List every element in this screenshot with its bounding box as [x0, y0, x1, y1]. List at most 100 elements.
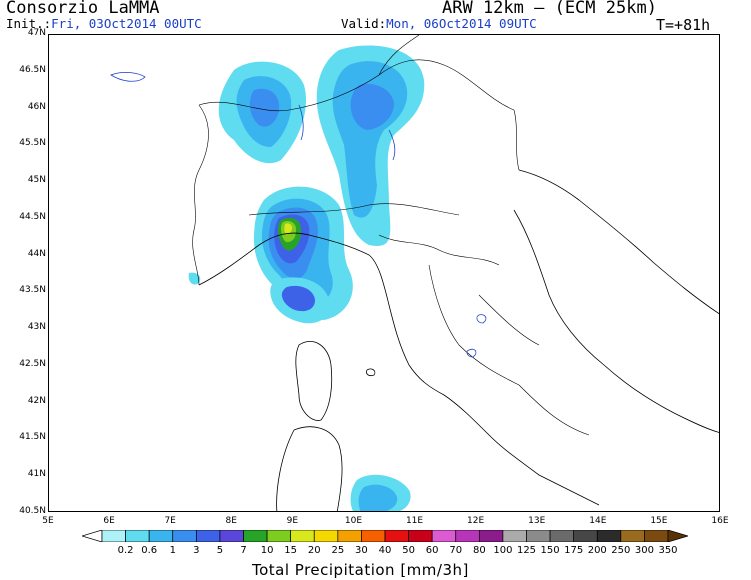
corsica [295, 340, 333, 421]
colorbar-bin [455, 530, 480, 542]
colorbar-bin [313, 530, 339, 542]
lon-label: 16E [711, 516, 729, 526]
colorbar-label: 7 [240, 545, 247, 556]
map-frame [48, 34, 720, 512]
colorbar-label: 200 [587, 545, 607, 556]
colorbar-bin [243, 530, 268, 542]
lat-label: 42.5N [19, 358, 46, 369]
precip-central-alps-core [350, 83, 394, 130]
lat-label: 45.5N [19, 138, 46, 149]
lat-label: 40.5N [19, 506, 46, 516]
colorbar-label: 125 [516, 545, 537, 556]
colorbar-label: 70 [449, 545, 463, 556]
colorbar-bin [573, 530, 598, 542]
lat-label: 42N [27, 395, 46, 406]
colorbar-bin [195, 530, 221, 542]
lon-label: 8E [225, 516, 237, 526]
colorbar-label: 80 [472, 545, 486, 556]
colorbar-bin [384, 530, 409, 542]
colorbar-bin [596, 530, 622, 542]
colorbar-label: 1 [169, 545, 176, 556]
colorbar-bin [502, 530, 527, 542]
lat-label: 41.5N [19, 432, 46, 443]
colorbar-label: 150 [540, 545, 560, 556]
lat-label: 44.5N [19, 211, 46, 222]
lat-label: 43N [27, 322, 46, 333]
france-italy-border [192, 104, 209, 286]
coastlines [198, 169, 719, 511]
colorbar-overflow [667, 530, 688, 542]
colorbar-label: 60 [425, 545, 439, 556]
lon-label: 7E [164, 516, 176, 526]
colorbar-label: 15 [284, 545, 298, 556]
colorbar-label: 10 [260, 545, 274, 556]
lon-label: 12E [467, 516, 485, 526]
lake-bolsena [466, 348, 477, 358]
colorbar-label: 300 [634, 545, 654, 556]
precip-ligurian-yellow [284, 223, 293, 235]
precip-western-alps-core [249, 88, 280, 127]
precip-fields [188, 45, 425, 511]
colorbar-label: 30 [355, 545, 368, 556]
colorbar-label: 175 [564, 545, 584, 556]
colorbar-bin [101, 530, 126, 542]
colorbar-label: 0.6 [141, 545, 158, 556]
colorbar-bin [549, 530, 575, 542]
colorbar-label: 100 [493, 545, 513, 556]
lon-label: 13E [528, 516, 546, 526]
precip-westcorner [188, 272, 201, 285]
precip-sardinia-core [358, 484, 398, 511]
colorbar-bin [478, 530, 504, 542]
lat-label: 45N [27, 175, 46, 186]
colorbar-label: 250 [611, 545, 631, 556]
valid-value: Mon, 06Oct2014 09UTC [386, 16, 537, 31]
colorbar-bin [620, 530, 645, 542]
lake-garda [388, 129, 396, 161]
colorbar-label: 3 [193, 545, 200, 556]
colorbar-bin [290, 530, 315, 542]
lat-label: 46.5N [19, 64, 46, 75]
forecast-step: T=+81h [656, 16, 711, 34]
austria-border [378, 35, 420, 76]
lat-label: 46N [27, 101, 46, 112]
lat-label: 43.5N [19, 285, 46, 296]
lon-label: 5E [42, 516, 54, 526]
regional-2 [378, 234, 500, 266]
colorbar-label: 20 [307, 545, 321, 556]
init-time: Init.:Fri, 03Oct2014 00UTC [6, 16, 202, 31]
lake-trasimeno [476, 314, 487, 324]
alps-border [198, 59, 515, 112]
colorbar-bin [361, 530, 386, 542]
ligurian-coast [198, 232, 600, 506]
colorbar [82, 530, 688, 542]
colorbar-bin [644, 530, 669, 542]
colorbar-bin [266, 530, 292, 542]
init-prefix: Init.: [6, 16, 52, 31]
colorbar-label: 0.2 [117, 545, 134, 556]
elba [366, 368, 376, 377]
org-title: Consorzio LaMMA [6, 0, 160, 18]
colorbar-label: 350 [658, 545, 678, 556]
precip-ligurian-sea-core [281, 285, 315, 312]
colorbar-label: 40 [378, 545, 392, 556]
lat-label: 44N [27, 248, 46, 259]
model-title: ARW 12km – (ECM 25km) [442, 0, 657, 18]
colorbar-title: Total Precipitation [mm/3h] [252, 561, 469, 579]
colorbar-bin [431, 530, 457, 542]
lakes [110, 71, 487, 358]
colorbar-bin [219, 530, 244, 542]
lat-label: 47N [27, 28, 46, 38]
valid-prefix: Valid: [341, 16, 387, 31]
borders [192, 35, 590, 436]
colorbar-bin [337, 530, 362, 542]
colorbar-underflow [82, 530, 103, 542]
valid-time: Valid:Mon, 06Oct2014 09UTC [341, 16, 537, 31]
lon-label: 6E [103, 516, 115, 526]
lon-label: 10E [344, 516, 363, 526]
colorbar-label: 25 [331, 545, 345, 556]
colorbar-label: 5 [216, 545, 224, 556]
colorbar-label: 50 [402, 545, 415, 556]
init-value: Fri, 03Oct2014 00UTC [51, 16, 202, 31]
regional-5 [518, 384, 590, 436]
regional-4 [478, 294, 540, 346]
